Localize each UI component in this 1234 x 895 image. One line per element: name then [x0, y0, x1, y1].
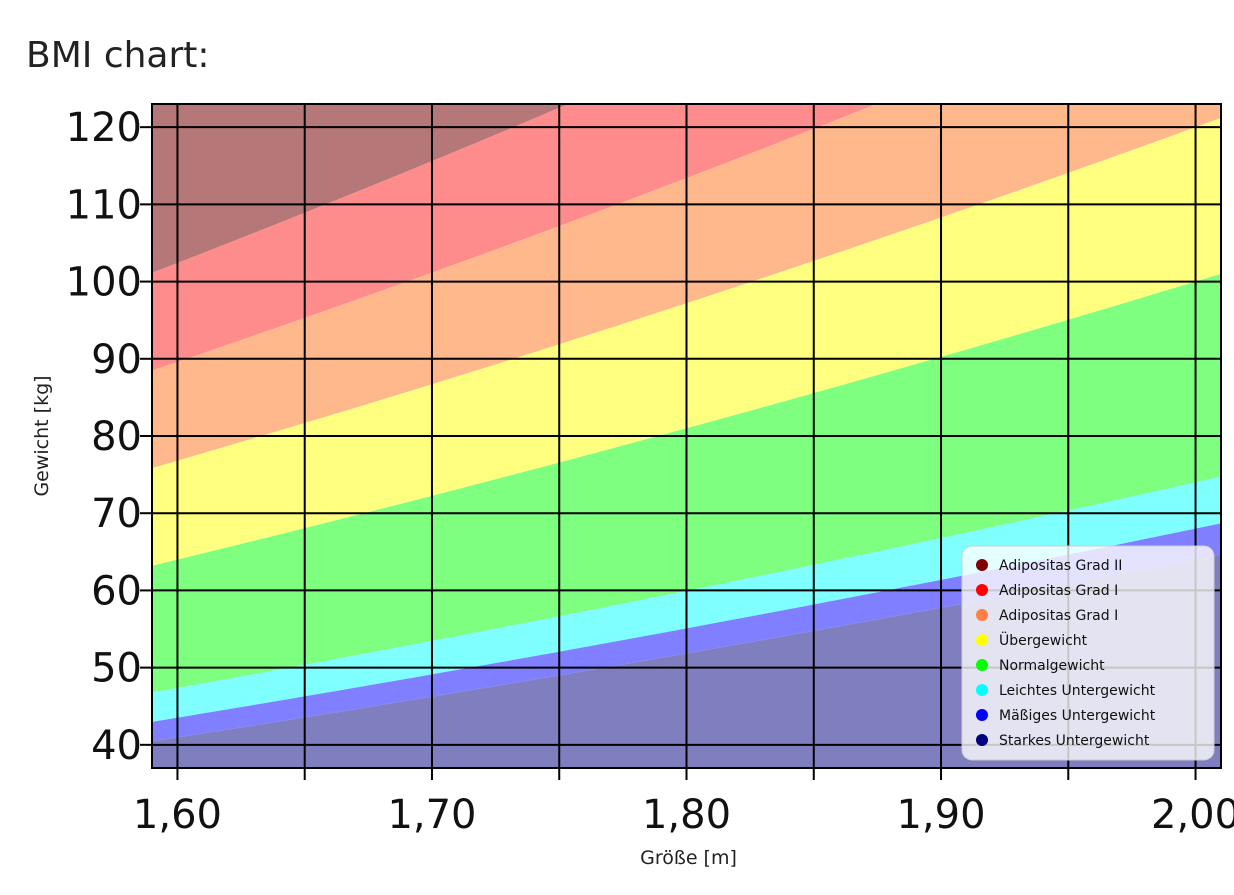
legend-entry-6: Mäßiges Untergewicht [999, 708, 1156, 724]
y-tick-label-6: 100 [66, 260, 142, 306]
legend-marker-5 [976, 684, 988, 696]
y-tick-label-0: 40 [91, 723, 142, 769]
y-tick-label-7: 110 [66, 182, 142, 228]
x-axis-label: Größe [m] [640, 847, 737, 869]
legend-entry-1: Adipositas Grad I [999, 583, 1118, 599]
legend-marker-3 [976, 634, 988, 646]
legend-marker-0 [976, 559, 988, 571]
y-tick-label-1: 50 [91, 646, 142, 692]
legend-entry-7: Starkes Untergewicht [999, 733, 1150, 749]
band-0 [152, 104, 569, 273]
legend-entry-4: Normalgewicht [999, 658, 1105, 674]
y-tick-label-8: 120 [66, 105, 142, 151]
x-ticks: 1,60 1,70 1,80 1,90 2,00 [133, 768, 1234, 838]
legend-entry-5: Leichtes Untergewicht [999, 683, 1156, 699]
y-tick-label-5: 90 [91, 337, 142, 383]
x-tick-label-4: 2,00 [1151, 792, 1234, 838]
y-axis-label: Gewicht [kg] [31, 375, 53, 496]
x-tick-label-3: 1,90 [896, 792, 985, 838]
x-tick-label-2: 1,80 [642, 792, 731, 838]
legend-marker-4 [976, 659, 988, 671]
y-tick-label-2: 60 [91, 568, 142, 614]
legend-marker-2 [976, 609, 988, 621]
x-tick-label-1: 1,70 [387, 792, 476, 838]
legend-marker-6 [976, 709, 988, 721]
legend-entry-0: Adipositas Grad II [999, 558, 1122, 574]
page-title: BMI chart: [26, 35, 210, 76]
legend: Adipositas Grad II Adipositas Grad I Adipo… [961, 545, 1215, 761]
legend-entry-2: Adipositas Grad I [999, 608, 1118, 624]
legend-marker-1 [976, 584, 988, 596]
legend-entry-3: Übergewicht [999, 631, 1088, 649]
legend-box [961, 545, 1215, 761]
legend-marker-7 [976, 734, 988, 746]
y-ticks: 40 50 60 70 80 90 100 110 120 [66, 105, 152, 769]
y-tick-label-4: 80 [91, 414, 142, 460]
y-tick-label-3: 70 [91, 491, 142, 537]
band-1 [152, 104, 877, 371]
x-tick-label-0: 1,60 [133, 792, 222, 838]
